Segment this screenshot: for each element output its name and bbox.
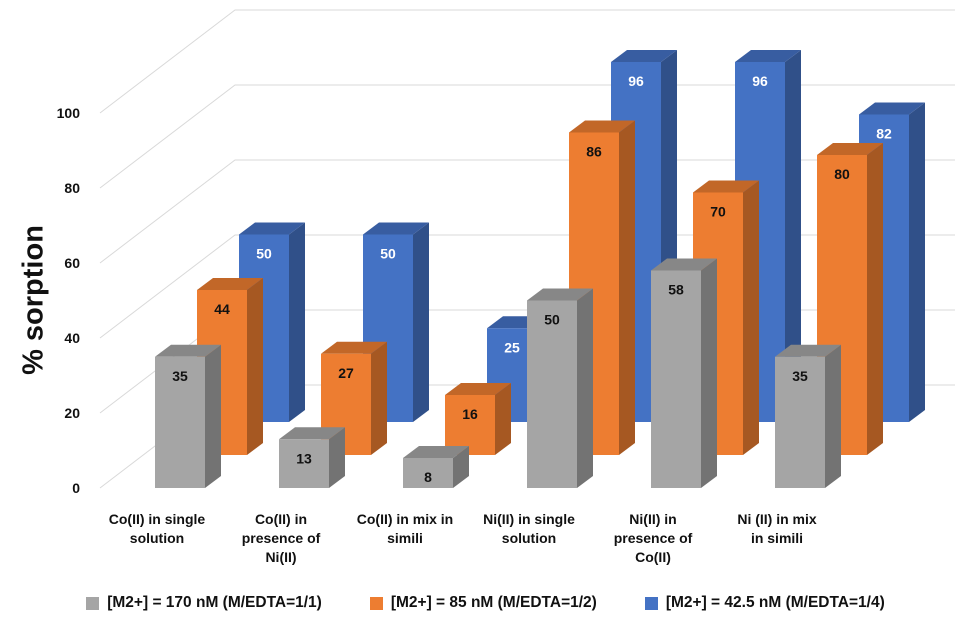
bar-top [321,341,387,354]
x-tick-label: Co(II) in single solution [108,511,206,546]
data-label: 8 [424,469,432,485]
bar: 80 [817,143,883,455]
bar: 35 [775,344,841,488]
data-label: 82 [876,126,892,142]
bar-side [205,344,221,488]
bar-top [155,344,221,357]
y-axis-label: % sorption [17,225,50,375]
data-label: 96 [752,73,768,89]
data-label: 96 [628,73,644,89]
legend-item: [M2+] = 170 nM (M/EDTA=1/1) [86,594,322,612]
bar-side [867,143,883,455]
bar-top [693,180,759,193]
bar-top [735,50,801,62]
bar-top [817,143,883,155]
bar: 8 [403,446,469,488]
bar-top [859,102,925,115]
legend-label: [M2+] = 85 nM (M/EDTA=1/2) [390,594,597,611]
legend-swatch [369,596,383,610]
bar: 16 [445,383,511,455]
y-tick-label: 0 [72,480,80,496]
x-tick-label: Ni (II) in mix in simili [737,511,817,546]
bar-front [527,300,577,488]
data-label: 25 [504,339,520,355]
gridline [99,9,955,114]
bar-front [155,356,205,488]
data-label: 35 [792,368,808,384]
bar-top [279,427,345,440]
y-tick-label: 60 [64,255,80,271]
bar-side [289,222,305,422]
bar-front [651,270,701,488]
bar-top [611,50,677,62]
data-label: 35 [172,368,188,384]
bar-side [453,446,469,488]
bar: 27 [321,341,387,455]
data-label: 27 [338,365,354,381]
bar-front [279,439,329,488]
data-label: 50 [544,312,560,328]
bar-side [413,222,429,422]
gridline [99,159,955,264]
legend-item: [M2+] = 42.5 nM (M/EDTA=1/4) [644,594,885,612]
data-label: 13 [296,450,312,466]
bar-top [775,344,841,357]
bar-top [651,258,717,271]
gridline [99,84,955,189]
data-label: 58 [668,282,684,298]
bar-side [909,102,925,422]
bar: 13 [279,427,345,488]
x-tick-label: Co(II) in mix in simili [356,511,454,546]
x-tick-label: Ni(II) in presence of Co(II) [613,511,693,565]
bar-side [247,278,263,455]
bars: 50 44 35 50 27 13 25 16 8 96 86 50 96 70 58 82 80 35 [155,50,925,488]
y-tick-label: 100 [57,105,81,121]
x-tick-label: Ni(II) in single solution [483,511,575,546]
bar-top [445,383,511,395]
bar-front [445,395,495,455]
data-label: 44 [214,301,230,317]
y-tick-label: 80 [64,180,80,196]
legend-label: [M2+] = 170 nM (M/EDTA=1/1) [107,594,322,611]
data-label: 50 [380,246,396,262]
bar-top [569,120,635,133]
bar-side [701,258,717,488]
bar: 50 [527,288,593,488]
chart-legend: [M2+] = 170 nM (M/EDTA=1/1) [M2+] = 85 nM… [0,594,971,612]
bar-top [197,278,263,290]
data-label: 16 [462,406,478,422]
bar-side [825,344,841,488]
bar-side [329,427,345,488]
data-label: 80 [834,166,850,182]
data-label: 70 [710,204,726,220]
bar-side [495,383,511,455]
bar-side [371,341,387,455]
bar-side [785,50,801,422]
bar-top [363,222,429,235]
bar-side [619,120,635,455]
bar-front [403,458,453,488]
legend-item: [M2+] = 85 nM (M/EDTA=1/2) [369,594,597,612]
bar-top [403,446,469,458]
x-tick-label: Co(II) in presence of Ni(II) [241,511,321,565]
data-label: 50 [256,246,272,262]
bar: 58 [651,258,717,488]
data-label: 86 [586,144,602,160]
legend-swatch [644,596,658,610]
bar-side [577,288,593,488]
legend-swatch [86,596,100,610]
bar: 35 [155,344,221,488]
bar-top [239,222,305,235]
legend-label: [M2+] = 42.5 nM (M/EDTA=1/4) [665,594,885,611]
bar-front [775,356,825,488]
bar-top [527,288,593,301]
y-tick-label: 20 [64,405,80,421]
bar-side [743,180,759,455]
y-tick-label: 40 [64,330,80,346]
